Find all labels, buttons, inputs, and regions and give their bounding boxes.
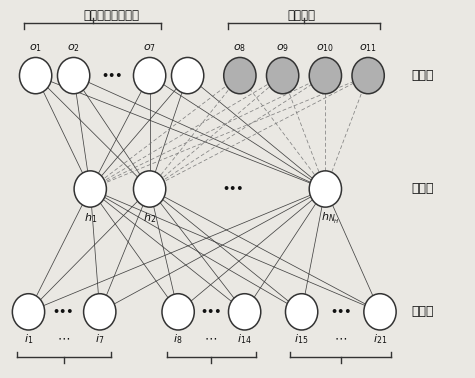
Text: $i_{21}$: $i_{21}$ (373, 332, 387, 346)
Text: $i_1$: $i_1$ (24, 332, 33, 346)
Text: •••: ••• (200, 307, 221, 317)
Ellipse shape (309, 57, 342, 94)
Text: •••: ••• (330, 307, 351, 317)
Text: 隐含层: 隐含层 (411, 183, 433, 195)
Text: $o_8$: $o_8$ (233, 43, 247, 54)
Text: $h_1$: $h_1$ (84, 211, 97, 225)
Text: $\cdots$: $\cdots$ (334, 332, 347, 345)
Text: •••: ••• (101, 71, 123, 81)
Text: $o_7$: $o_7$ (143, 43, 156, 54)
Text: 输入层: 输入层 (411, 305, 433, 318)
Ellipse shape (133, 171, 166, 207)
Text: $\cdots$: $\cdots$ (57, 332, 70, 345)
Text: $o_{11}$: $o_{11}$ (359, 43, 377, 54)
Text: $o_9$: $o_9$ (276, 43, 289, 54)
Text: 输出层: 输出层 (411, 69, 433, 82)
Ellipse shape (285, 294, 318, 330)
Text: $i_7$: $i_7$ (95, 332, 104, 346)
Text: $\cdots$: $\cdots$ (204, 332, 218, 345)
Ellipse shape (12, 294, 45, 330)
Ellipse shape (84, 294, 116, 330)
Ellipse shape (364, 294, 396, 330)
Ellipse shape (309, 171, 342, 207)
Ellipse shape (133, 57, 166, 94)
Ellipse shape (74, 171, 106, 207)
Ellipse shape (352, 57, 384, 94)
Ellipse shape (162, 294, 194, 330)
Text: $i_{14}$: $i_{14}$ (238, 332, 252, 346)
Ellipse shape (228, 294, 261, 330)
Text: $i_{15}$: $i_{15}$ (294, 332, 309, 346)
Text: $i_8$: $i_8$ (173, 332, 183, 346)
Text: $o_{10}$: $o_{10}$ (316, 43, 334, 54)
Text: •••: ••• (222, 184, 243, 194)
Ellipse shape (171, 57, 204, 94)
Text: $h_{N_H}$: $h_{N_H}$ (321, 211, 340, 226)
Ellipse shape (57, 57, 90, 94)
Text: $h_2$: $h_2$ (143, 211, 156, 225)
Ellipse shape (224, 57, 256, 94)
Text: •••: ••• (52, 307, 74, 317)
Text: 线索节点: 线索节点 (288, 9, 315, 22)
Text: 情感类别输出节点: 情感类别输出节点 (84, 9, 140, 22)
Text: $o_2$: $o_2$ (67, 43, 80, 54)
Ellipse shape (19, 57, 52, 94)
Text: $o_1$: $o_1$ (29, 43, 42, 54)
Ellipse shape (266, 57, 299, 94)
